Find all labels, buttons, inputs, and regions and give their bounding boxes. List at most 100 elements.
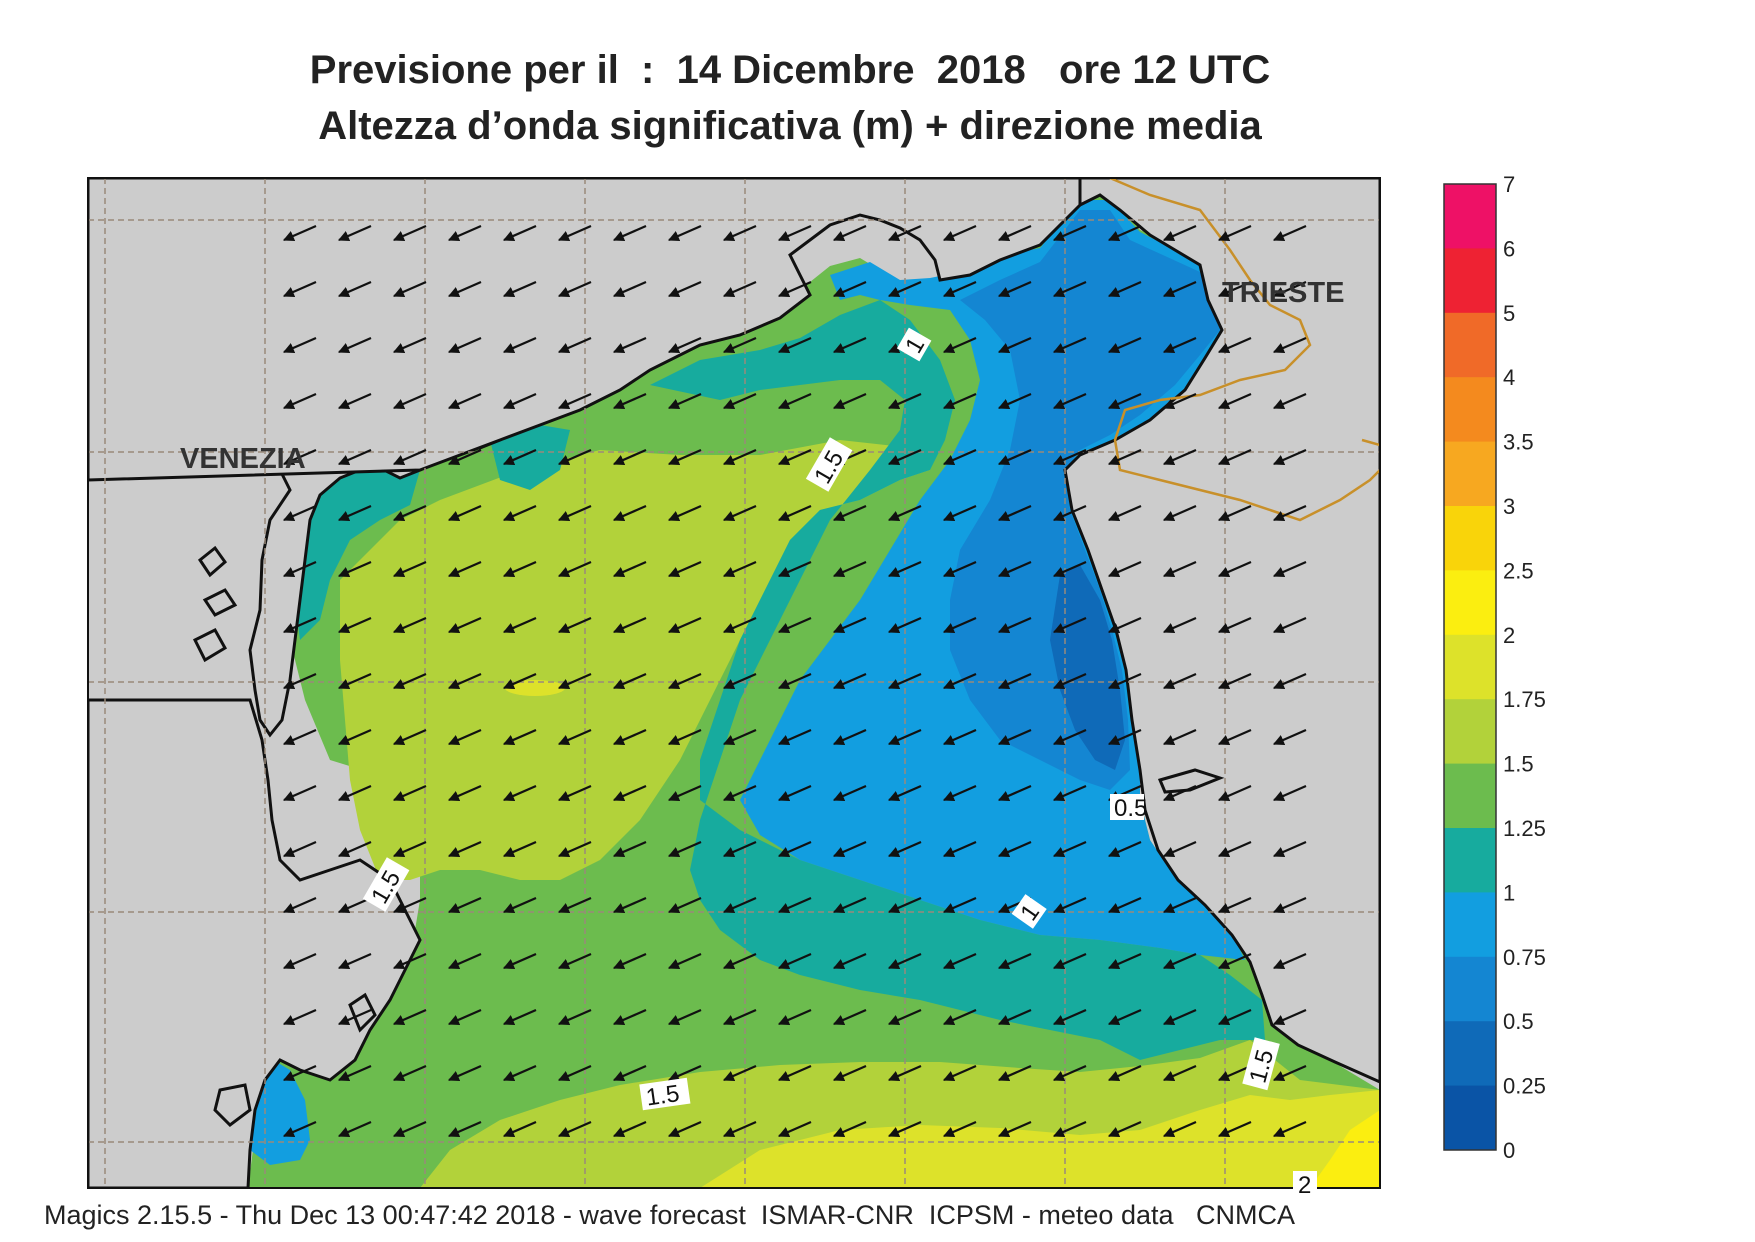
contour-band-1-1.25-west [292, 462, 420, 640]
direction-arrow [337, 952, 372, 970]
direction-arrow [1272, 952, 1307, 970]
direction-arrow [942, 840, 977, 858]
legend-swatch [1444, 570, 1496, 636]
direction-arrow [447, 448, 482, 466]
direction-arrow [557, 280, 592, 298]
direction-arrow [392, 672, 427, 690]
direction-arrow [337, 504, 372, 522]
direction-arrow [777, 952, 812, 970]
direction-arrow [667, 336, 702, 354]
city-label-trieste: TRIESTE [1222, 277, 1344, 309]
direction-arrow [1217, 224, 1252, 242]
direction-arrow [1162, 560, 1197, 578]
direction-arrow [1217, 448, 1252, 466]
direction-arrow [887, 504, 922, 522]
direction-arrow [502, 1120, 537, 1138]
direction-arrow [777, 280, 812, 298]
direction-arrow [887, 840, 922, 858]
footer-credits: Magics 2.15.5 - Thu Dec 13 00:47:42 2018… [44, 1200, 1296, 1230]
direction-arrow [997, 840, 1032, 858]
direction-arrow [1217, 392, 1252, 410]
direction-arrow [887, 616, 922, 634]
direction-arrow [447, 1120, 482, 1138]
direction-arrow [447, 392, 482, 410]
direction-arrow [337, 1120, 372, 1138]
direction-arrow [1052, 448, 1087, 466]
legend-swatch [1444, 828, 1496, 893]
direction-arrow [1162, 896, 1197, 914]
direction-arrow [502, 1008, 537, 1026]
direction-arrow [392, 952, 427, 970]
direction-arrow [722, 616, 757, 634]
legend-swatch [1444, 956, 1496, 1022]
direction-arrow [502, 784, 537, 802]
direction-arrow [777, 560, 812, 578]
direction-arrow [722, 224, 757, 242]
direction-arrow [282, 1064, 317, 1082]
direction-arrow [777, 448, 812, 466]
direction-arrow [1162, 1008, 1197, 1026]
direction-arrow [1217, 1064, 1252, 1082]
direction-arrow [667, 560, 702, 578]
direction-arrow [832, 1064, 867, 1082]
direction-arrow [1052, 224, 1087, 242]
legend-swatch [1444, 1021, 1496, 1087]
direction-arrow [777, 392, 812, 410]
direction-arrow [1217, 336, 1252, 354]
direction-arrow [667, 1008, 702, 1026]
contour-label: 2 [1298, 1172, 1311, 1199]
direction-arrow [942, 280, 977, 298]
direction-arrow [502, 504, 537, 522]
direction-arrow [832, 616, 867, 634]
direction-arrow [447, 672, 482, 690]
direction-arrow [282, 1120, 317, 1138]
direction-arrow [1107, 392, 1142, 410]
legend-swatch [1444, 634, 1496, 700]
direction-arrow [997, 504, 1032, 522]
direction-arrow [722, 392, 757, 410]
direction-arrow [392, 896, 427, 914]
land-croatian-peninsula [1157, 768, 1225, 794]
direction-arrow [557, 560, 592, 578]
direction-arrow [282, 952, 317, 970]
direction-arrow [612, 504, 647, 522]
direction-arrow [337, 840, 372, 858]
contour-label: 0.5 [1114, 795, 1147, 822]
direction-arrow [667, 616, 702, 634]
direction-arrow [1272, 728, 1307, 746]
direction-arrow [722, 1120, 757, 1138]
direction-arrow [667, 840, 702, 858]
direction-arrow [942, 896, 977, 914]
wave-direction-arrows [282, 224, 1307, 1138]
direction-arrow [997, 392, 1032, 410]
direction-arrow [612, 840, 647, 858]
direction-arrow [1272, 1120, 1307, 1138]
direction-arrow [887, 728, 922, 746]
direction-arrow [502, 616, 537, 634]
direction-arrow [557, 504, 592, 522]
direction-arrow [282, 616, 317, 634]
direction-arrow [722, 1008, 757, 1026]
direction-arrow [887, 448, 922, 466]
legend-tick-label: 4 [1503, 365, 1515, 390]
direction-arrow [337, 280, 372, 298]
direction-arrow [612, 1064, 647, 1082]
direction-arrow [667, 672, 702, 690]
direction-arrow [777, 1064, 812, 1082]
direction-arrow [447, 952, 482, 970]
legend-swatch [1444, 763, 1496, 829]
direction-arrow [942, 448, 977, 466]
direction-arrow [282, 672, 317, 690]
direction-arrow [942, 1064, 977, 1082]
direction-arrow [1107, 336, 1142, 354]
contour-patch-teal [490, 425, 570, 490]
direction-arrow [1162, 448, 1197, 466]
direction-arrow [1162, 1120, 1197, 1138]
direction-arrow [447, 784, 482, 802]
direction-arrow [447, 1064, 482, 1082]
direction-arrow [1272, 560, 1307, 578]
direction-arrow [557, 784, 592, 802]
direction-arrow [612, 224, 647, 242]
national-border [1109, 178, 1380, 522]
